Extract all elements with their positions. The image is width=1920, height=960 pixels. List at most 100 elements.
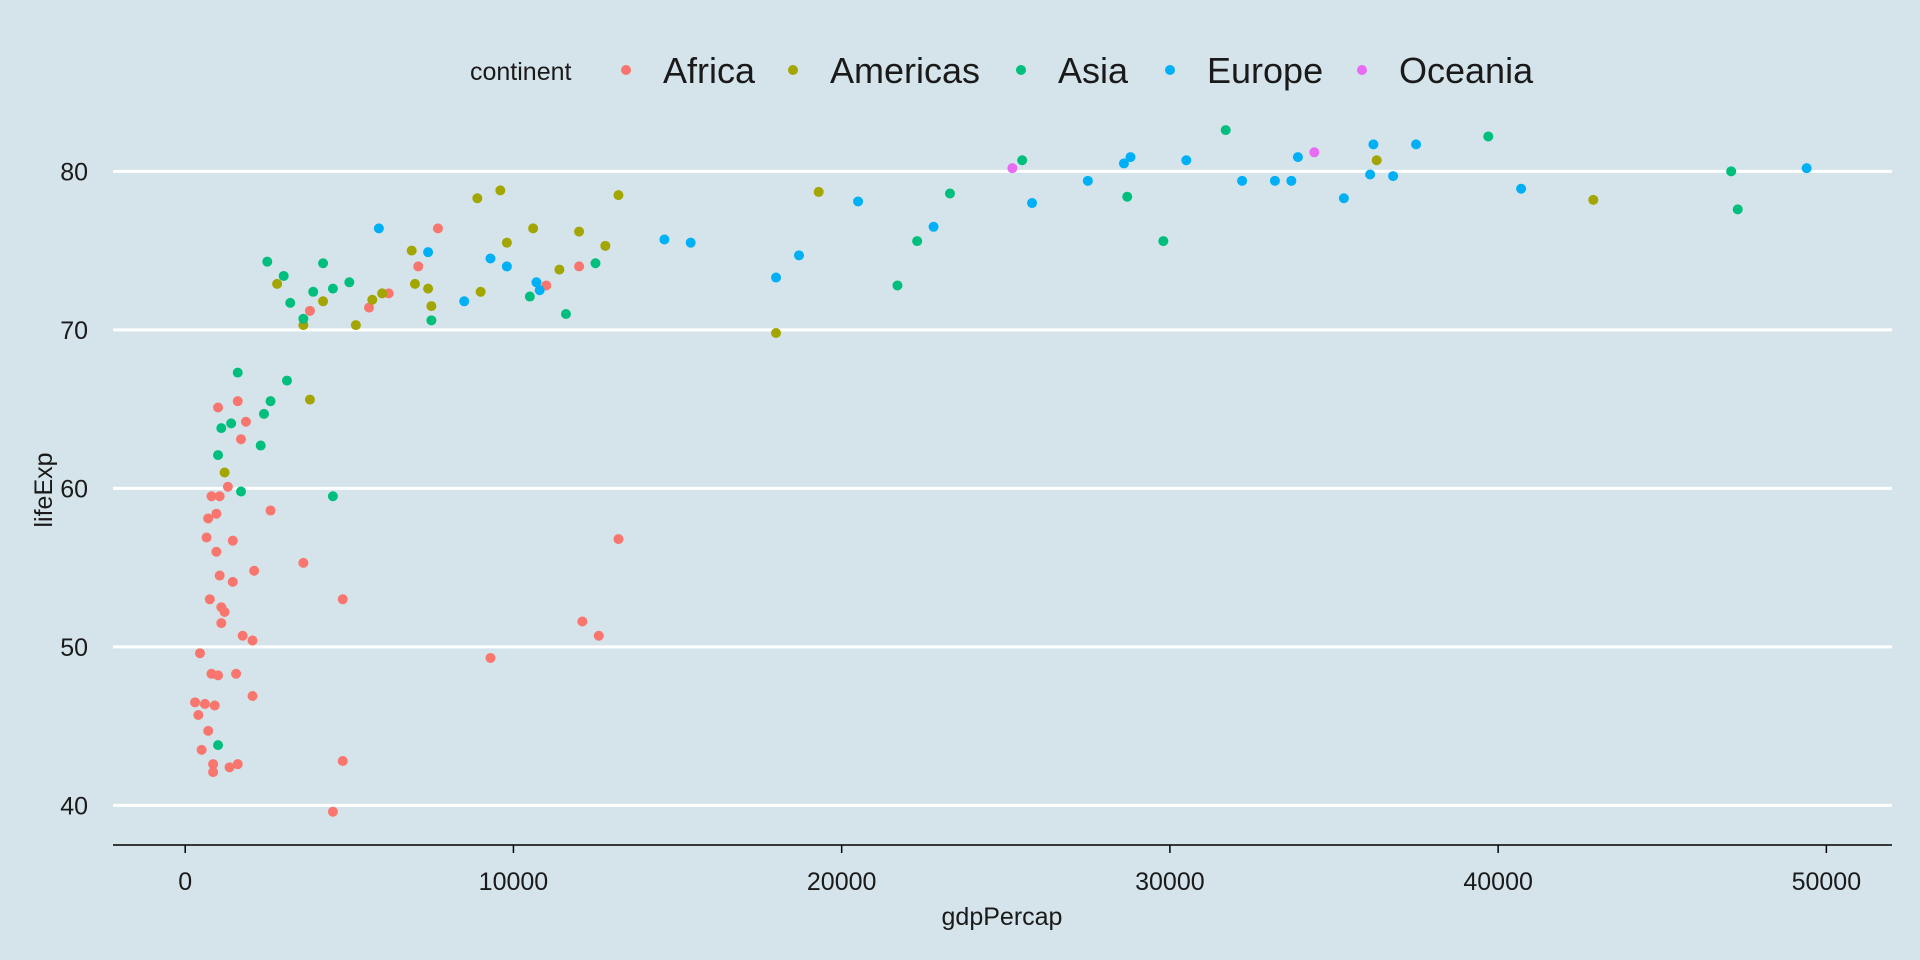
point-africa-7 <box>203 725 214 736</box>
point-asia-20 <box>524 291 535 302</box>
point-europe-3 <box>485 253 496 264</box>
point-asia-30 <box>1483 131 1494 142</box>
legend-title: continent <box>470 58 572 86</box>
point-europe-24 <box>1368 139 1379 150</box>
point-americas-11 <box>426 301 437 312</box>
point-americas-24 <box>1588 194 1599 205</box>
y-axis-title: lifeExp <box>30 452 58 527</box>
point-africa-29 <box>232 396 243 407</box>
point-americas-9 <box>409 278 420 289</box>
point-africa-8 <box>204 594 215 605</box>
point-europe-10 <box>793 250 804 261</box>
point-europe-21 <box>1292 152 1303 163</box>
point-asia-21 <box>560 308 571 319</box>
point-asia-4 <box>232 367 243 378</box>
point-americas-19 <box>600 240 611 251</box>
point-asia-32 <box>1732 204 1743 215</box>
legend-items: Africa Americas Asia Europe Oceania <box>621 50 1534 91</box>
legend-key-americas <box>788 65 798 75</box>
legend-key-asia <box>1016 65 1026 75</box>
point-europe-12 <box>928 221 939 232</box>
point-africa-6 <box>203 513 214 524</box>
point-asia-10 <box>278 270 289 281</box>
point-africa-16 <box>213 670 224 681</box>
point-africa-11 <box>208 759 219 770</box>
point-africa-44 <box>413 261 424 272</box>
point-africa-32 <box>240 416 251 427</box>
y-tick-label-70: 70 <box>60 317 88 345</box>
point-europe-1 <box>423 247 434 258</box>
legend-label-oceania: Oceania <box>1399 50 1534 91</box>
point-europe-13 <box>1027 198 1038 209</box>
point-asia-24 <box>912 236 923 247</box>
point-africa-30 <box>236 434 247 445</box>
point-asia-3 <box>226 418 237 429</box>
point-europe-16 <box>1125 152 1136 163</box>
point-europe-0 <box>373 223 384 234</box>
point-asia-1 <box>213 740 224 751</box>
point-asia-0 <box>213 450 224 461</box>
point-africa-28 <box>232 759 243 770</box>
point-europe-7 <box>659 234 670 245</box>
point-africa-40 <box>337 755 348 766</box>
point-europe-11 <box>853 196 864 207</box>
point-americas-12 <box>472 193 483 204</box>
y-axis-ticks: 40 50 60 70 80 <box>60 158 88 820</box>
point-europe-5 <box>531 277 542 288</box>
point-asia-25 <box>944 188 955 199</box>
point-asia-9 <box>265 396 276 407</box>
point-africa-26 <box>227 576 238 587</box>
point-europe-14 <box>1082 175 1093 186</box>
point-europe-20 <box>1286 175 1297 186</box>
point-africa-14 <box>211 508 222 519</box>
point-africa-12 <box>208 767 219 778</box>
legend-label-asia: Asia <box>1058 50 1129 91</box>
point-africa-27 <box>231 668 242 679</box>
point-africa-48 <box>574 261 585 272</box>
point-asia-7 <box>258 408 269 419</box>
point-africa-38 <box>304 305 315 316</box>
point-americas-17 <box>554 264 565 275</box>
x-axis-title: gdpPercap <box>942 903 1063 931</box>
point-africa-4 <box>199 698 210 709</box>
data-points <box>190 125 1812 817</box>
point-africa-42 <box>364 302 375 313</box>
point-asia-2 <box>216 423 227 434</box>
point-asia-31 <box>1726 166 1737 177</box>
legend-label-africa: Africa <box>663 50 756 91</box>
point-africa-5 <box>201 532 212 543</box>
point-europe-15 <box>1118 158 1129 169</box>
point-africa-36 <box>265 505 276 516</box>
point-africa-24 <box>224 762 235 773</box>
point-asia-27 <box>1122 191 1133 202</box>
y-tick-label-80: 80 <box>60 158 88 186</box>
legend-key-europe <box>1165 65 1175 75</box>
point-europe-2 <box>459 296 470 307</box>
point-americas-10 <box>423 283 434 294</box>
point-americas-8 <box>406 245 417 256</box>
point-americas-22 <box>813 186 824 197</box>
point-europe-6 <box>534 285 545 296</box>
point-asia-22 <box>590 258 601 269</box>
point-europe-4 <box>501 261 512 272</box>
point-americas-0 <box>219 467 230 478</box>
point-africa-1 <box>193 710 204 721</box>
point-africa-46 <box>485 652 496 663</box>
point-americas-5 <box>350 320 361 331</box>
point-asia-28 <box>1158 236 1169 247</box>
x-tick-label-20000: 20000 <box>807 868 877 896</box>
point-asia-17 <box>327 491 338 502</box>
point-europe-25 <box>1388 171 1399 182</box>
x-tick-label-50000: 50000 <box>1792 868 1862 896</box>
point-asia-15 <box>318 258 329 269</box>
point-americas-14 <box>495 185 506 196</box>
point-africa-45 <box>432 223 443 234</box>
legend-label-americas: Americas <box>830 50 980 91</box>
point-asia-6 <box>255 440 266 451</box>
point-africa-49 <box>577 616 588 627</box>
point-africa-23 <box>222 481 233 492</box>
point-europe-17 <box>1181 155 1192 166</box>
point-africa-17 <box>213 402 224 413</box>
y-tick-label-60: 60 <box>60 475 88 503</box>
x-tick-label-0: 0 <box>178 868 192 896</box>
